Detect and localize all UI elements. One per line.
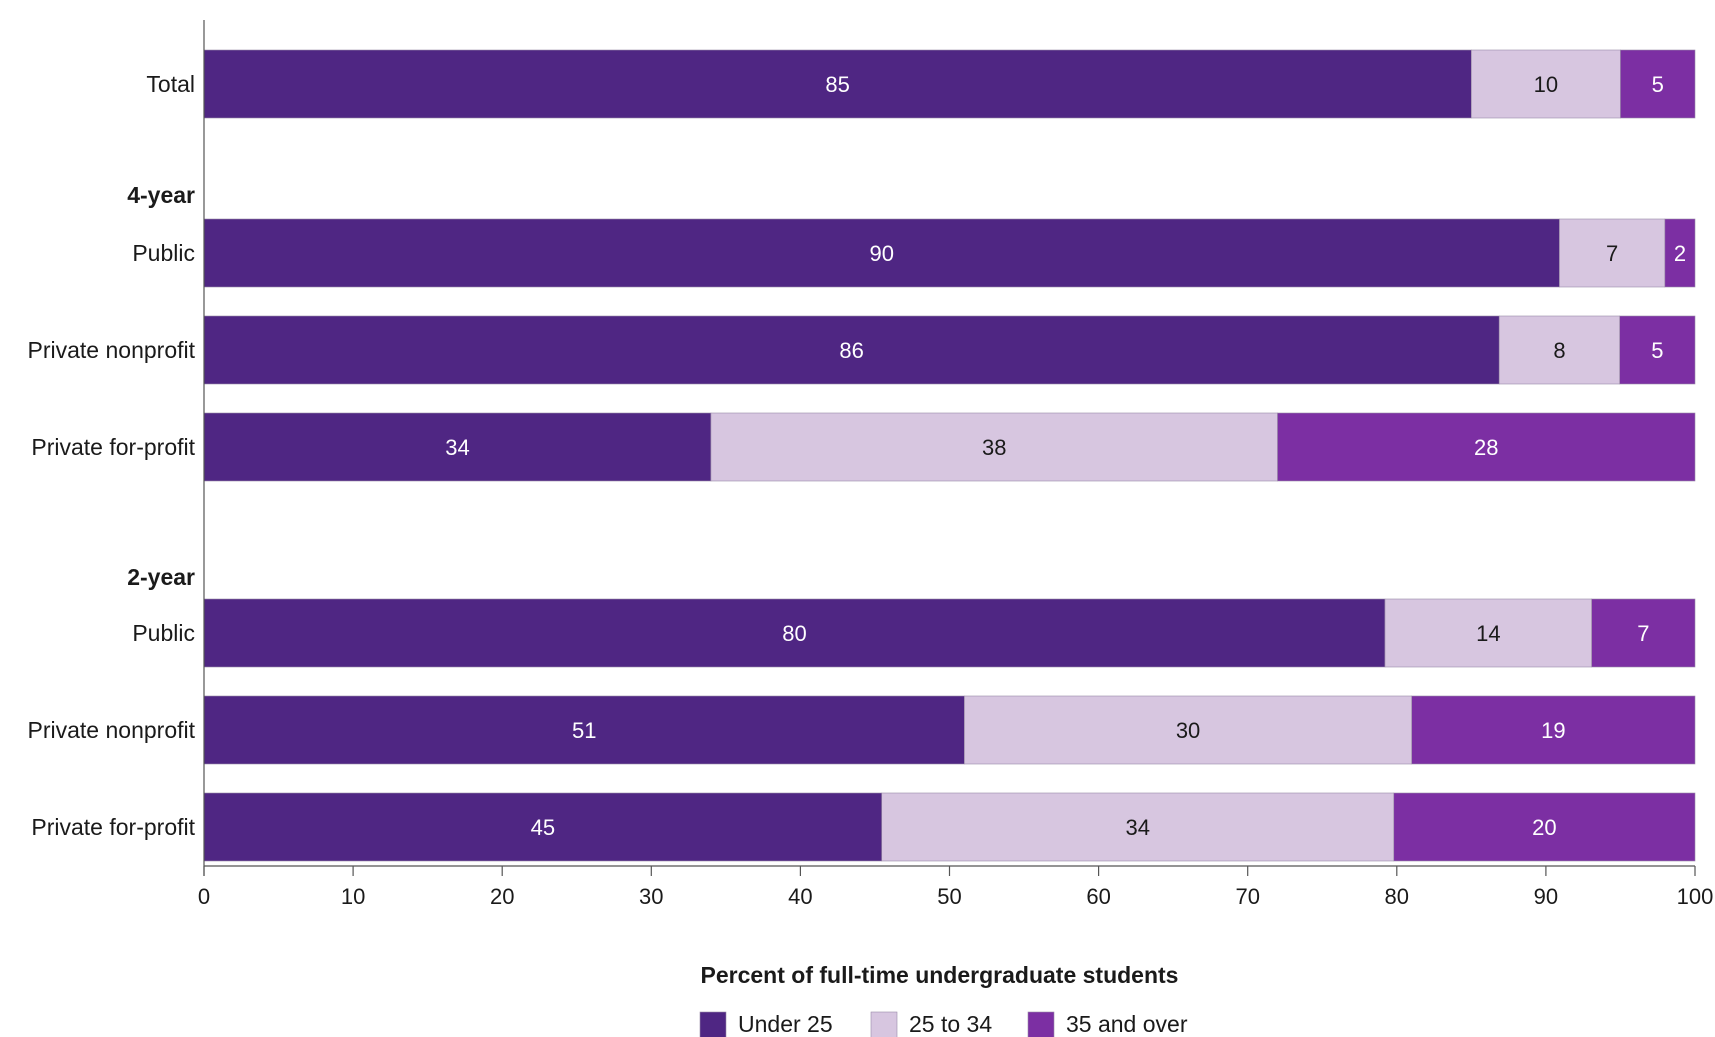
data-label: 7 bbox=[1606, 241, 1618, 266]
x-tick-label: 30 bbox=[639, 884, 663, 909]
data-label: 45 bbox=[531, 815, 555, 840]
data-label: 51 bbox=[572, 718, 596, 743]
category-label: Private for-profit bbox=[31, 814, 195, 840]
data-label: 20 bbox=[1532, 815, 1556, 840]
x-tick-label: 90 bbox=[1534, 884, 1558, 909]
data-label: 2 bbox=[1674, 241, 1686, 266]
bar-segment bbox=[1559, 218, 1666, 288]
bar-segment bbox=[964, 695, 1413, 765]
legend-label: Under 25 bbox=[738, 1011, 833, 1037]
group-label: 2-year bbox=[127, 564, 195, 590]
bar-segment bbox=[1664, 218, 1696, 288]
bar-segment bbox=[1393, 792, 1696, 862]
data-label: 14 bbox=[1476, 621, 1500, 646]
group-label: 4-year bbox=[127, 182, 195, 208]
x-tick-label: 70 bbox=[1235, 884, 1259, 909]
category-label: Public bbox=[132, 620, 195, 646]
legend-label: 35 and over bbox=[1066, 1011, 1188, 1037]
data-label: 19 bbox=[1541, 718, 1565, 743]
category-label: Total bbox=[146, 71, 195, 97]
bar-segment bbox=[203, 218, 1560, 288]
data-label: 34 bbox=[445, 435, 469, 460]
x-tick-label: 50 bbox=[937, 884, 961, 909]
data-label: 34 bbox=[1126, 815, 1150, 840]
data-label: 38 bbox=[982, 435, 1006, 460]
x-tick-label: 60 bbox=[1086, 884, 1110, 909]
legend-label: 25 to 34 bbox=[909, 1011, 992, 1037]
data-label: 5 bbox=[1652, 72, 1664, 97]
bar-segment bbox=[203, 792, 883, 862]
x-tick-label: 0 bbox=[198, 884, 210, 909]
data-label: 8 bbox=[1553, 338, 1565, 363]
data-label: 86 bbox=[839, 338, 863, 363]
legend-swatch bbox=[1027, 1011, 1055, 1037]
bar-segment bbox=[1384, 598, 1592, 668]
data-label: 5 bbox=[1651, 338, 1663, 363]
bar-segment bbox=[881, 792, 1395, 862]
category-label: Private nonprofit bbox=[28, 337, 196, 363]
data-label: 28 bbox=[1474, 435, 1498, 460]
x-tick-label: 80 bbox=[1385, 884, 1409, 909]
x-tick-label: 100 bbox=[1677, 884, 1714, 909]
bar-segment bbox=[1498, 315, 1620, 385]
data-label: 10 bbox=[1534, 72, 1558, 97]
bar-segment bbox=[203, 315, 1500, 385]
bar-segment bbox=[1619, 315, 1696, 385]
x-tick-label: 20 bbox=[490, 884, 514, 909]
bar-segment bbox=[203, 412, 712, 482]
bar-segment bbox=[1471, 49, 1621, 119]
bar-segment bbox=[203, 49, 1472, 119]
category-label: Private nonprofit bbox=[28, 717, 196, 743]
legend-swatch bbox=[699, 1011, 727, 1037]
data-label: 7 bbox=[1637, 621, 1649, 646]
x-axis: 0 10 20 30 40 50 60 70 80 90 100 bbox=[198, 20, 1713, 909]
bar-segment bbox=[203, 598, 1386, 668]
bar-segment bbox=[1411, 695, 1696, 765]
data-label: 30 bbox=[1176, 718, 1200, 743]
data-label: 90 bbox=[869, 241, 893, 266]
data-label: 85 bbox=[825, 72, 849, 97]
legend: Under 25 25 to 34 35 and over bbox=[699, 1011, 1188, 1037]
data-label: 80 bbox=[782, 621, 806, 646]
legend-swatch bbox=[870, 1011, 898, 1037]
bar-segment bbox=[1591, 598, 1696, 668]
x-axis-title: Percent of full-time undergraduate stude… bbox=[701, 962, 1179, 988]
x-tick-label: 10 bbox=[341, 884, 365, 909]
bar-segment bbox=[1620, 49, 1696, 119]
bar-segment bbox=[1277, 412, 1696, 482]
category-label: Private for-profit bbox=[31, 434, 195, 460]
category-label: Public bbox=[132, 240, 195, 266]
x-tick-label: 40 bbox=[788, 884, 812, 909]
